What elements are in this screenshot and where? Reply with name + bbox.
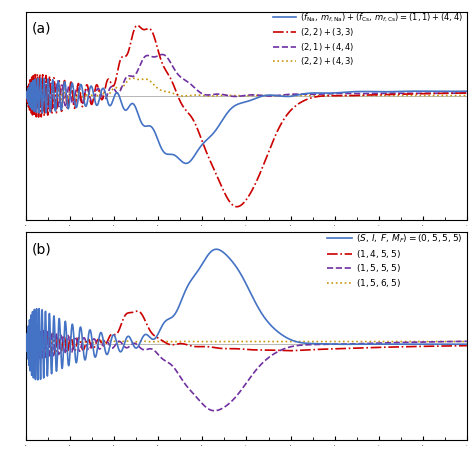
Legend: $(S,\,I,\,F,\,M_F) = (0,5,5,5)$, $(1,4,5,5)$, $(1,5,5,5)$, $(1,5,6,5)$: $(S,\,I,\,F,\,M_F) = (0,5,5,5)$, $(1,4,5…: [327, 232, 462, 289]
Text: (b): (b): [31, 242, 51, 256]
Legend: $(f_{\rm Na},\,m_{f,{\rm Na}}) + (f_{\rm Cs},\,m_{f,{\rm Cs}}) = (1,1)+(4,4)$, $: $(f_{\rm Na},\,m_{f,{\rm Na}}) + (f_{\rm…: [273, 12, 463, 67]
Text: (a): (a): [31, 22, 51, 36]
